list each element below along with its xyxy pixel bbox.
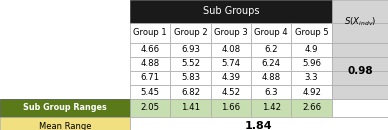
Bar xyxy=(291,99,332,117)
Bar xyxy=(251,85,291,99)
Text: $S(X_{indv})$: $S(X_{indv})$ xyxy=(344,15,376,28)
Text: 5.96: 5.96 xyxy=(302,59,321,69)
Bar xyxy=(211,43,251,57)
Text: 4.39: 4.39 xyxy=(222,73,240,83)
Bar xyxy=(211,99,251,117)
Bar xyxy=(0,117,130,130)
Bar xyxy=(0,0,130,23)
Bar xyxy=(0,43,130,57)
Bar xyxy=(332,85,388,99)
Text: 1.42: 1.42 xyxy=(262,103,281,112)
Text: 1.66: 1.66 xyxy=(221,103,241,112)
Bar xyxy=(0,57,130,71)
Bar xyxy=(130,43,170,57)
Text: 2.05: 2.05 xyxy=(140,103,160,112)
Bar xyxy=(211,71,251,85)
Text: 4.88: 4.88 xyxy=(262,73,281,83)
Text: 6.93: 6.93 xyxy=(181,45,200,54)
Text: 5.83: 5.83 xyxy=(181,73,200,83)
Text: 1.84: 1.84 xyxy=(245,121,273,130)
Bar xyxy=(332,0,388,23)
Bar xyxy=(291,57,332,71)
Bar xyxy=(170,43,211,57)
Bar xyxy=(170,99,211,117)
Bar xyxy=(130,99,170,117)
Text: Sub Groups: Sub Groups xyxy=(203,6,259,16)
Bar xyxy=(170,71,211,85)
Text: 4.08: 4.08 xyxy=(221,45,241,54)
Text: 0.98: 0.98 xyxy=(347,66,373,76)
Bar xyxy=(170,23,211,43)
Bar xyxy=(291,71,332,85)
Bar xyxy=(251,23,291,43)
Bar xyxy=(332,57,388,71)
Text: 5.52: 5.52 xyxy=(181,59,200,69)
Text: Group 4: Group 4 xyxy=(255,28,288,37)
Bar xyxy=(251,43,291,57)
Bar xyxy=(211,23,251,43)
Text: Group 1: Group 1 xyxy=(133,28,167,37)
Bar xyxy=(291,23,332,43)
Text: Mean Range: Mean Range xyxy=(39,122,91,130)
Text: 6.3: 6.3 xyxy=(264,87,278,97)
Text: 6.71: 6.71 xyxy=(140,73,160,83)
Text: 5.74: 5.74 xyxy=(221,59,241,69)
Bar xyxy=(130,117,388,130)
Text: 4.9: 4.9 xyxy=(305,45,318,54)
Text: 6.24: 6.24 xyxy=(262,59,281,69)
Bar xyxy=(170,85,211,99)
Text: 4.52: 4.52 xyxy=(221,87,241,97)
Bar xyxy=(332,43,388,57)
Bar xyxy=(130,23,170,43)
Bar xyxy=(251,57,291,71)
Bar xyxy=(332,99,388,117)
Text: Group 2: Group 2 xyxy=(174,28,207,37)
Bar xyxy=(130,71,170,85)
Bar xyxy=(0,71,130,85)
Bar xyxy=(170,57,211,71)
Bar xyxy=(251,99,291,117)
Bar xyxy=(0,85,130,99)
Bar xyxy=(291,43,332,57)
Text: 4.88: 4.88 xyxy=(140,59,160,69)
Bar xyxy=(0,99,130,117)
Text: 3.3: 3.3 xyxy=(305,73,319,83)
Text: 5.45: 5.45 xyxy=(140,87,160,97)
Bar xyxy=(251,71,291,85)
Bar xyxy=(130,85,170,99)
Bar xyxy=(332,23,388,43)
Text: 4.92: 4.92 xyxy=(302,87,321,97)
Bar xyxy=(130,57,170,71)
Text: Sub Group Ranges: Sub Group Ranges xyxy=(23,103,107,112)
Bar xyxy=(211,57,251,71)
Bar xyxy=(130,0,332,23)
Bar xyxy=(0,23,130,43)
Bar xyxy=(332,71,388,85)
Bar xyxy=(211,85,251,99)
Text: 1.41: 1.41 xyxy=(181,103,200,112)
Text: 6.82: 6.82 xyxy=(181,87,200,97)
Text: 4.66: 4.66 xyxy=(140,45,160,54)
Text: 2.66: 2.66 xyxy=(302,103,321,112)
Text: Group 5: Group 5 xyxy=(295,28,328,37)
Text: 6.2: 6.2 xyxy=(264,45,278,54)
Bar xyxy=(291,85,332,99)
Text: Group 3: Group 3 xyxy=(214,28,248,37)
